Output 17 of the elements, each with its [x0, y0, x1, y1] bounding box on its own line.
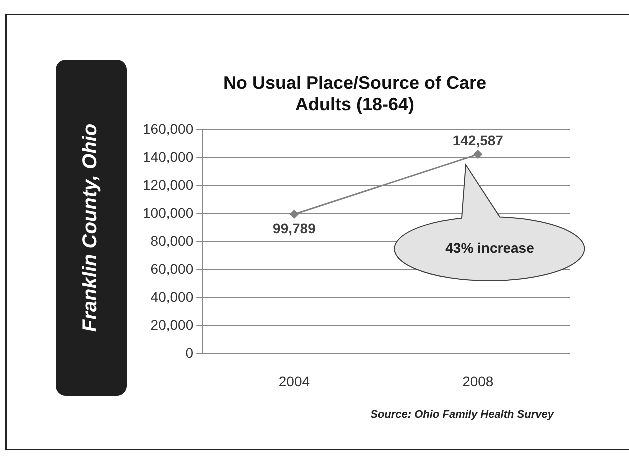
y-tick-label: 0 — [186, 345, 194, 362]
source-note: Source: Ohio Family Health Survey — [370, 409, 554, 421]
x-tick-label: 2008 — [462, 373, 494, 390]
text: Franklin County, Ohio — [80, 124, 102, 332]
y-tick-label: 60,000 — [150, 261, 194, 278]
y-tick-label: 20,000 — [150, 317, 194, 334]
y-tick-label: 120,000 — [142, 177, 194, 194]
y-tick-label: 140,000 — [142, 149, 194, 166]
data-label: 99,789 — [273, 220, 316, 236]
y-tick-label: 80,000 — [150, 233, 194, 250]
data-label: 142,587 — [452, 132, 504, 148]
x-tick-label: 2004 — [278, 373, 310, 390]
annotation: 43% increase — [444, 240, 536, 256]
y-tick-label: 100,000 — [142, 205, 194, 222]
y-tick-label: 160,000 — [142, 121, 194, 138]
chart-title: No Usual Place/Source of Care Adults (18-64) — [223, 72, 487, 114]
y-tick-label: 40,000 — [150, 289, 194, 306]
